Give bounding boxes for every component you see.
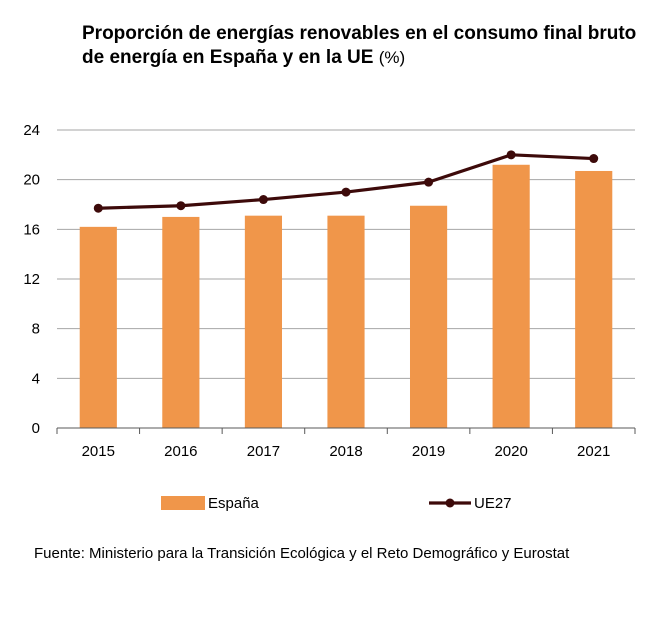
bar-espana xyxy=(575,170,613,428)
y-axis-labels: 0 4 8 12 16 20 24 xyxy=(23,122,40,437)
bar-espana xyxy=(327,215,365,428)
chart-title: Proporción de energías renovables en el … xyxy=(82,22,642,70)
point-ue27 xyxy=(93,203,103,213)
x-tick-label: 2021 xyxy=(577,443,610,460)
point-ue27 xyxy=(506,150,516,160)
x-tick-label: 2020 xyxy=(494,443,527,460)
x-tick-label: 2019 xyxy=(412,443,445,460)
x-tick-label: 2018 xyxy=(329,443,362,460)
legend-swatch-ue27-marker xyxy=(445,498,455,508)
x-tick-label: 2015 xyxy=(82,443,115,460)
legend-label-espana: España xyxy=(208,495,260,512)
bar-espana xyxy=(162,216,200,428)
bars-espana xyxy=(79,164,613,428)
bar-espana xyxy=(79,226,117,428)
bar-espana xyxy=(492,164,530,428)
legend-label-ue27: UE27 xyxy=(474,495,512,512)
chart-title-unit: (%) xyxy=(378,48,406,67)
legend-swatch-espana xyxy=(161,496,205,510)
y-tick-label: 12 xyxy=(23,271,40,288)
source-note: Fuente: Ministerio para la Transición Ec… xyxy=(34,545,570,562)
x-axis xyxy=(56,427,636,434)
y-tick-label: 0 xyxy=(32,420,40,437)
point-ue27 xyxy=(589,154,599,164)
y-tick-label: 8 xyxy=(32,321,40,338)
x-axis-labels: 2015 2016 2017 2018 2019 2020 2021 xyxy=(82,443,611,460)
chart-title-main: Proporción de energías renovables en el … xyxy=(82,23,637,68)
legend: España UE27 xyxy=(161,495,512,512)
point-ue27 xyxy=(341,187,351,197)
bar-espana xyxy=(409,205,448,428)
point-ue27 xyxy=(424,177,434,187)
x-tick-label: 2017 xyxy=(247,443,280,460)
y-tick-label: 20 xyxy=(23,172,40,189)
y-tick-label: 16 xyxy=(23,221,40,238)
x-tick-label: 2016 xyxy=(164,443,197,460)
point-ue27 xyxy=(258,195,268,205)
y-tick-label: 4 xyxy=(32,370,40,387)
point-ue27 xyxy=(176,201,186,211)
bar-espana xyxy=(244,215,283,428)
line-ue27 xyxy=(93,150,599,213)
chart-canvas: 0 4 8 12 16 20 24 2015 2016 2017 2018 2019 2020 2021… xyxy=(23,122,636,512)
y-tick-label: 24 xyxy=(23,122,40,139)
